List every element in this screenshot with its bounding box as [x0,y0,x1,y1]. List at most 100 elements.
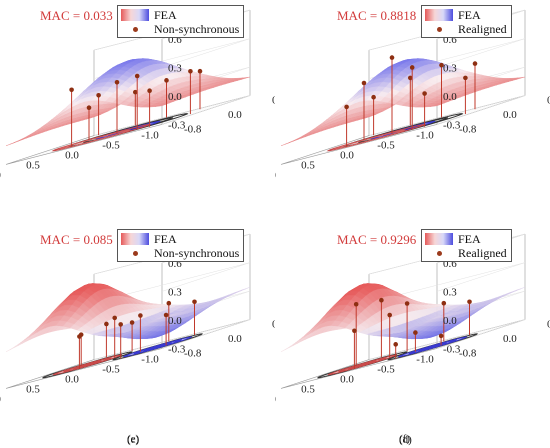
z-tick-label: -0.3 [168,119,186,131]
contour-line [355,362,369,368]
contour-line [151,344,165,350]
surface-patch [280,345,293,352]
x-tick-label: 0.5 [26,159,40,171]
x-tick-label: -0.5 [377,139,395,151]
legend-points-label: Non-synchronous [154,22,240,36]
wall-gridline [93,262,251,303]
z-tick-label: 0.0 [168,315,182,327]
y-tick-label: 0.8 [547,319,550,331]
data-point [118,322,123,327]
data-point [441,300,447,306]
tick-labels: 1.00.50.0-0.5-1.00.80.0-0.80.60.30.0-0.3 [0,34,275,181]
x-tick-label: 0.5 [301,383,315,395]
z-tick-label: -0.3 [168,343,186,355]
z-tick-label: 0.0 [168,91,182,103]
data-point [147,88,152,93]
legend-point-marker [425,250,453,256]
panel-label: (d) [399,434,412,446]
chart-svg: 1.00.50.0-0.5-1.00.80.0-0.80.60.30.0-0.3 [275,9,550,181]
legend-point-dot [436,250,442,256]
data-point [413,330,418,335]
chart-legend: FEA Realigned [421,5,512,38]
x-tick-label: -0.5 [377,363,395,375]
data-point [86,105,92,110]
chart-legend: FEA Non-synchronous [117,229,245,262]
legend-surface-label: FEA [154,8,177,22]
data-point [439,62,444,68]
data-point [112,315,117,321]
surface-patch [5,141,18,146]
y-tick-label: 0.0 [503,109,517,121]
contour-line [426,344,440,350]
legend-point-dot [436,26,442,32]
legend-points-entry: Realigned [425,246,507,260]
z-tick-label: 0.3 [443,286,457,298]
x-tick-label: -1.0 [416,353,434,365]
z-tick-label: -0.3 [443,119,461,131]
data-point [129,320,135,325]
surface-mesh [5,58,251,146]
floor-contours [326,113,464,152]
y-tick-label: 0.0 [503,333,517,345]
data-point [467,299,472,305]
wall-gridline [368,319,526,360]
y-tick-label: -0.8 [459,347,477,359]
data-point [188,68,193,74]
x-tick-label: -0.5 [102,139,120,151]
data-point [472,61,478,66]
data-point [344,104,349,110]
z-tick-label: 0.3 [168,286,182,298]
legend-surface-label: FEA [458,232,481,246]
y-tick-label: 0.0 [228,333,242,345]
y-tick-label: -0.8 [459,123,477,135]
data-point [164,78,169,83]
legend-surface-entry: FEA [425,232,507,246]
z-tick-label: 0.0 [443,91,457,103]
legend-surface-entry: FEA [121,8,239,22]
legend-points-entry: Non-synchronous [121,246,239,260]
data-point [463,75,468,81]
panel-1: 1.00.50.0-0.5-1.00.80.0-0.80.60.30.0-0.3… [0,0,275,224]
panel-4: 1.00.50.0-0.5-1.00.80.0-0.80.60.30.0-0.3… [275,224,550,448]
data-point [134,73,140,79]
data-point [353,301,359,307]
y-tick-label: 0.8 [272,319,275,331]
floor-contours [317,333,478,379]
legend-surface-entry: FEA [121,232,239,246]
chart-svg: 1.00.50.0-0.5-1.00.80.0-0.80.60.30.0-0.3 [0,9,275,181]
x-tick-label: 1.0 [275,393,276,405]
data-point [379,297,384,303]
wall-gridline [368,262,526,303]
mac-value: MAC = 0.8818 [337,8,417,23]
legend-point-marker [425,26,453,32]
x-tick-label: 0.5 [26,383,40,395]
legend-points-label: Realigned [458,22,507,36]
panel-label-f: (f) [399,433,410,445]
data-point [408,75,413,81]
legend-points-label: Non-synchronous [154,246,240,260]
data-point [69,87,74,93]
chart-svg: 1.00.50.0-0.5-1.00.80.0-0.80.60.30.0-0.3 [0,233,275,405]
legend-points-entry: Non-synchronous [121,22,239,36]
chart-legend: FEA Realigned [421,229,512,262]
y-tick-label: 0.8 [547,95,550,107]
x-tick-label: 0.0 [65,373,79,385]
data-point [163,312,169,318]
x-tick-label: -1.0 [141,353,159,365]
legend-surface-swatch [121,9,149,21]
data-point [77,334,82,339]
data-point [438,333,444,339]
data-point [371,94,376,100]
measured-points [352,297,472,369]
x-tick-label: -1.0 [416,129,434,141]
y-tick-label: -0.8 [184,347,202,359]
data-point [389,55,395,60]
data-point [114,80,120,85]
contour-line [333,129,407,150]
chart-svg: 1.00.50.0-0.5-1.00.80.0-0.80.60.30.0-0.3 [275,233,550,405]
mac-value: MAC = 0.9296 [337,232,417,247]
panel-3: 1.00.50.0-0.5-1.00.80.0-0.80.60.30.0-0.3… [0,224,275,448]
mac-value: MAC = 0.085 [40,232,113,247]
wall-gridline [368,95,526,136]
